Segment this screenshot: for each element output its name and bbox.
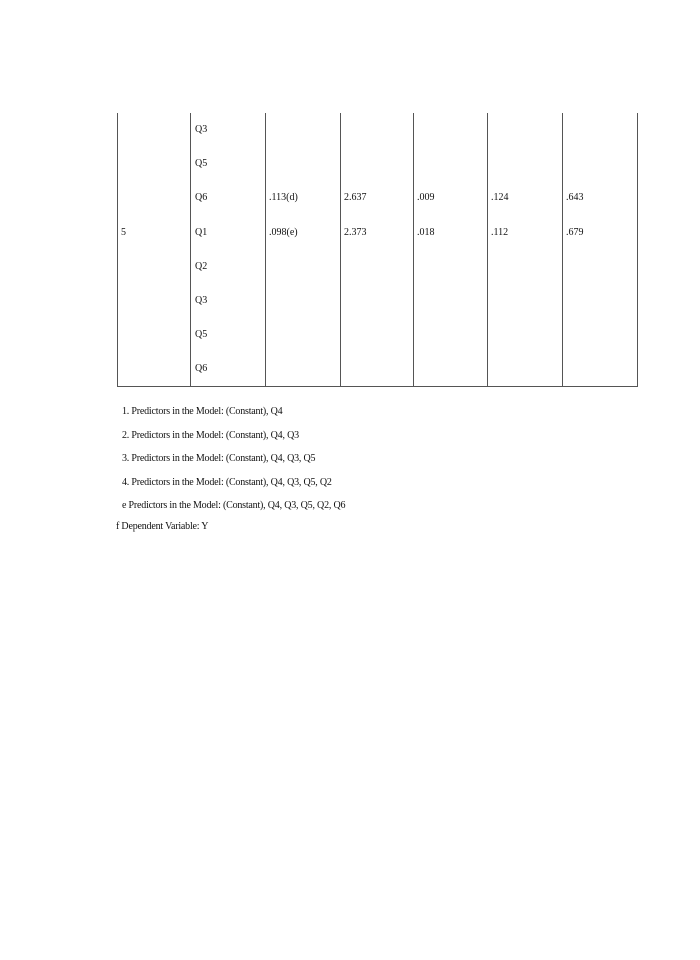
cell-partial: .112 xyxy=(491,226,509,238)
column-divider xyxy=(562,113,563,386)
cell-var: Q6 xyxy=(195,363,208,375)
footnote: 1. Predictors in the Model: (Constant), … xyxy=(122,406,283,417)
dependent-variable-note: f Dependent Variable: Y xyxy=(116,521,209,532)
cell-t: 2.637 xyxy=(344,192,367,204)
cell-beta-in: .113(d) xyxy=(269,192,298,204)
cell-var: Q3 xyxy=(195,295,208,306)
cell-t: 2.373 xyxy=(344,226,367,238)
cell-tolerance: .643 xyxy=(566,192,584,204)
cell-sig: .018 xyxy=(417,226,435,238)
cell-var: Q1 xyxy=(195,226,208,238)
excluded-variables-table: Q3 Q5 Q6 .113(d) 2.637 .009 .124 .643 5 Q1 .098(e)… xyxy=(117,113,638,387)
column-divider xyxy=(265,113,266,386)
column-divider xyxy=(190,113,191,386)
footnote: 3. Predictors in the Model: (Constant), … xyxy=(122,453,316,464)
footnote: e Predictors in the Model: (Constant), Q… xyxy=(122,500,346,511)
cell-model: 5 xyxy=(121,226,126,238)
cell-var: Q5 xyxy=(195,158,208,170)
cell-partial: .124 xyxy=(491,192,509,204)
footnote: 2. Predictors in the Model: (Constant), … xyxy=(122,429,299,441)
cell-beta-in: .098(e) xyxy=(269,226,298,238)
cell-sig: .009 xyxy=(417,192,435,204)
column-divider xyxy=(413,113,414,386)
cell-var: Q6 xyxy=(195,192,208,204)
column-divider xyxy=(487,113,488,386)
cell-tolerance: .679 xyxy=(566,226,584,238)
cell-var: Q3 xyxy=(195,124,208,135)
column-divider xyxy=(340,113,341,386)
cell-var: Q2 xyxy=(195,260,208,272)
footnote: 4. Predictors in the Model: (Constant), … xyxy=(122,476,332,488)
cell-var: Q5 xyxy=(195,329,208,341)
